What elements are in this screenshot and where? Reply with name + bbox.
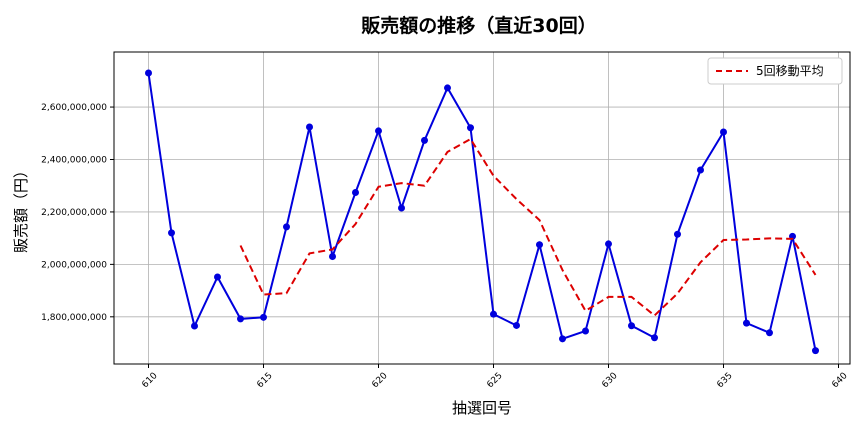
sales-point	[628, 322, 635, 330]
legend-box	[707, 57, 843, 85]
legend-label-moving-average: 5回移動平均	[756, 64, 824, 78]
sales-point	[444, 84, 451, 92]
grid	[114, 52, 850, 364]
sales-point	[766, 329, 773, 337]
chart-title: 販売額の推移（直近30回）	[361, 14, 596, 37]
x-axis: 610 615 620 625 630 635 640	[140, 364, 850, 390]
x-tick-label: 610	[140, 371, 159, 390]
plot-area	[113, 51, 851, 365]
sales-point	[720, 128, 727, 136]
sales-point	[490, 310, 497, 318]
y-tick-label: 2,400,000,000	[41, 155, 107, 165]
sales-line	[147, 72, 817, 351]
sales-point	[306, 123, 313, 131]
sales-point	[329, 253, 336, 261]
sales-point	[168, 229, 175, 237]
x-tick-label: 625	[485, 371, 504, 390]
sales-point	[513, 321, 520, 329]
series-layer	[145, 69, 819, 355]
y-axis: 1,800,000,000 2,000,000,000 2,200,000,000 2…	[41, 103, 114, 323]
sales-point	[582, 327, 589, 335]
legend: 5回移動平均	[707, 57, 843, 85]
y-tick-label: 1,800,000,000	[41, 313, 107, 323]
sales-point	[145, 69, 152, 77]
sales-point	[536, 241, 543, 249]
x-tick-label: 630	[600, 371, 619, 390]
sales-point	[743, 319, 750, 327]
sales-point	[559, 335, 566, 343]
y-axis-label: 販売額（円）	[12, 163, 30, 253]
sales-point	[421, 136, 428, 144]
sales-point	[467, 124, 474, 132]
sales-point	[283, 223, 290, 231]
x-tick-label: 615	[255, 371, 274, 390]
sales-point	[191, 322, 198, 330]
sales-point	[674, 230, 681, 238]
sales-point	[375, 127, 382, 135]
moving-average-line	[239, 137, 817, 317]
y-tick-label: 2,000,000,000	[41, 260, 107, 270]
sales-point	[651, 334, 658, 342]
sales-point	[812, 347, 819, 355]
sales-point	[605, 240, 612, 248]
x-tick-label: 640	[830, 371, 849, 390]
sales-point	[237, 315, 244, 323]
sales-point	[697, 166, 704, 174]
sales-point	[214, 273, 221, 281]
x-tick-label: 635	[715, 371, 734, 390]
x-tick-label: 620	[370, 371, 389, 390]
y-tick-label: 2,600,000,000	[41, 103, 107, 113]
y-tick-label: 2,200,000,000	[41, 208, 107, 218]
sales-point	[352, 189, 359, 197]
sales-point	[260, 313, 267, 321]
sales-point	[398, 204, 405, 212]
x-axis-label: 抽選回号	[452, 399, 512, 417]
